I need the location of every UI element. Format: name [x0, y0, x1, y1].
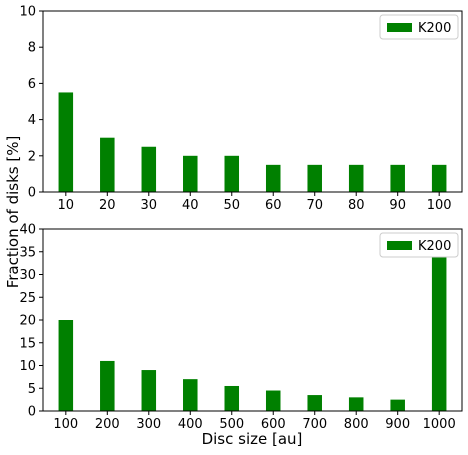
- x-tick-label: 400: [178, 417, 203, 432]
- y-tick-label: 4: [28, 113, 36, 128]
- axes-frame: [42, 10, 463, 193]
- legend: K200: [379, 14, 459, 40]
- bar: [265, 390, 281, 411]
- y-tick-label: 40: [19, 223, 36, 238]
- y-tick-label: 6: [28, 77, 36, 92]
- x-tick-label: 40: [182, 198, 199, 213]
- x-tick-label: 700: [302, 417, 327, 432]
- x-tick-label: 30: [141, 198, 158, 213]
- x-axis-label: Disc size [au]: [202, 430, 303, 448]
- y-tick-label: 15: [19, 336, 36, 351]
- bar: [224, 155, 240, 192]
- bar: [58, 320, 74, 411]
- legend-swatch: [387, 241, 412, 250]
- bar: [265, 164, 281, 192]
- x-tick-label: 200: [95, 417, 120, 432]
- x-tick-label: 500: [219, 417, 244, 432]
- legend: K200: [379, 232, 459, 258]
- bar: [390, 399, 405, 412]
- bar: [348, 397, 364, 411]
- bar: [431, 164, 447, 192]
- x-tick-label: 20: [99, 198, 116, 213]
- y-tick-label: 20: [19, 314, 36, 329]
- y-tick-label: 0: [28, 405, 36, 420]
- bar: [100, 137, 115, 192]
- y-axis-label: Fraction of disks [%]: [4, 136, 22, 289]
- bar: [307, 164, 322, 192]
- y-tick-label: 25: [19, 291, 36, 306]
- legend-swatch: [387, 23, 412, 32]
- bar: [307, 395, 322, 411]
- x-tick-label: 60: [265, 198, 282, 213]
- x-tick-label: 300: [136, 417, 161, 432]
- y-tick-label: 2: [28, 149, 36, 164]
- x-tick-label: 70: [306, 198, 323, 213]
- x-tick-label: 100: [53, 417, 78, 432]
- x-tick-label: 50: [223, 198, 240, 213]
- bar: [390, 164, 405, 192]
- bar: [58, 92, 74, 192]
- x-tick-label: 80: [348, 198, 365, 213]
- y-tick-label: 10: [19, 5, 36, 20]
- bar: [141, 146, 157, 192]
- bar: [183, 379, 198, 411]
- bar: [141, 370, 157, 411]
- bar: [348, 164, 364, 192]
- y-tick-label: 0: [28, 186, 36, 201]
- x-tick-label: 90: [389, 198, 406, 213]
- y-tick-label: 35: [19, 245, 36, 260]
- legend-label: K200: [418, 239, 451, 254]
- x-tick-label: 10: [58, 198, 75, 213]
- top-bar-chart: 0 2 4 6 8 10 10 20 30 40 50 60 70 80 90 100 K200: [19, 5, 463, 213]
- bar: [431, 251, 447, 411]
- y-tick-label: 10: [19, 359, 36, 374]
- x-tick-label: 900: [385, 417, 410, 432]
- legend-label: K200: [418, 21, 451, 36]
- x-tick-label: 100: [427, 198, 452, 213]
- y-tick-label: 8: [28, 41, 36, 56]
- x-tick-label: 1000: [423, 417, 456, 432]
- bar: [183, 155, 198, 192]
- y-tick-label: 5: [28, 382, 36, 397]
- bottom-bar-chart: 0 5 10 15 20 25 30 35 40 100 200 300 400 500 600 700 800…: [19, 223, 463, 432]
- x-tick-label: 600: [261, 417, 286, 432]
- bar: [224, 385, 240, 411]
- y-tick-label: 30: [19, 268, 36, 283]
- x-tick-label: 800: [344, 417, 369, 432]
- bar: [100, 360, 115, 411]
